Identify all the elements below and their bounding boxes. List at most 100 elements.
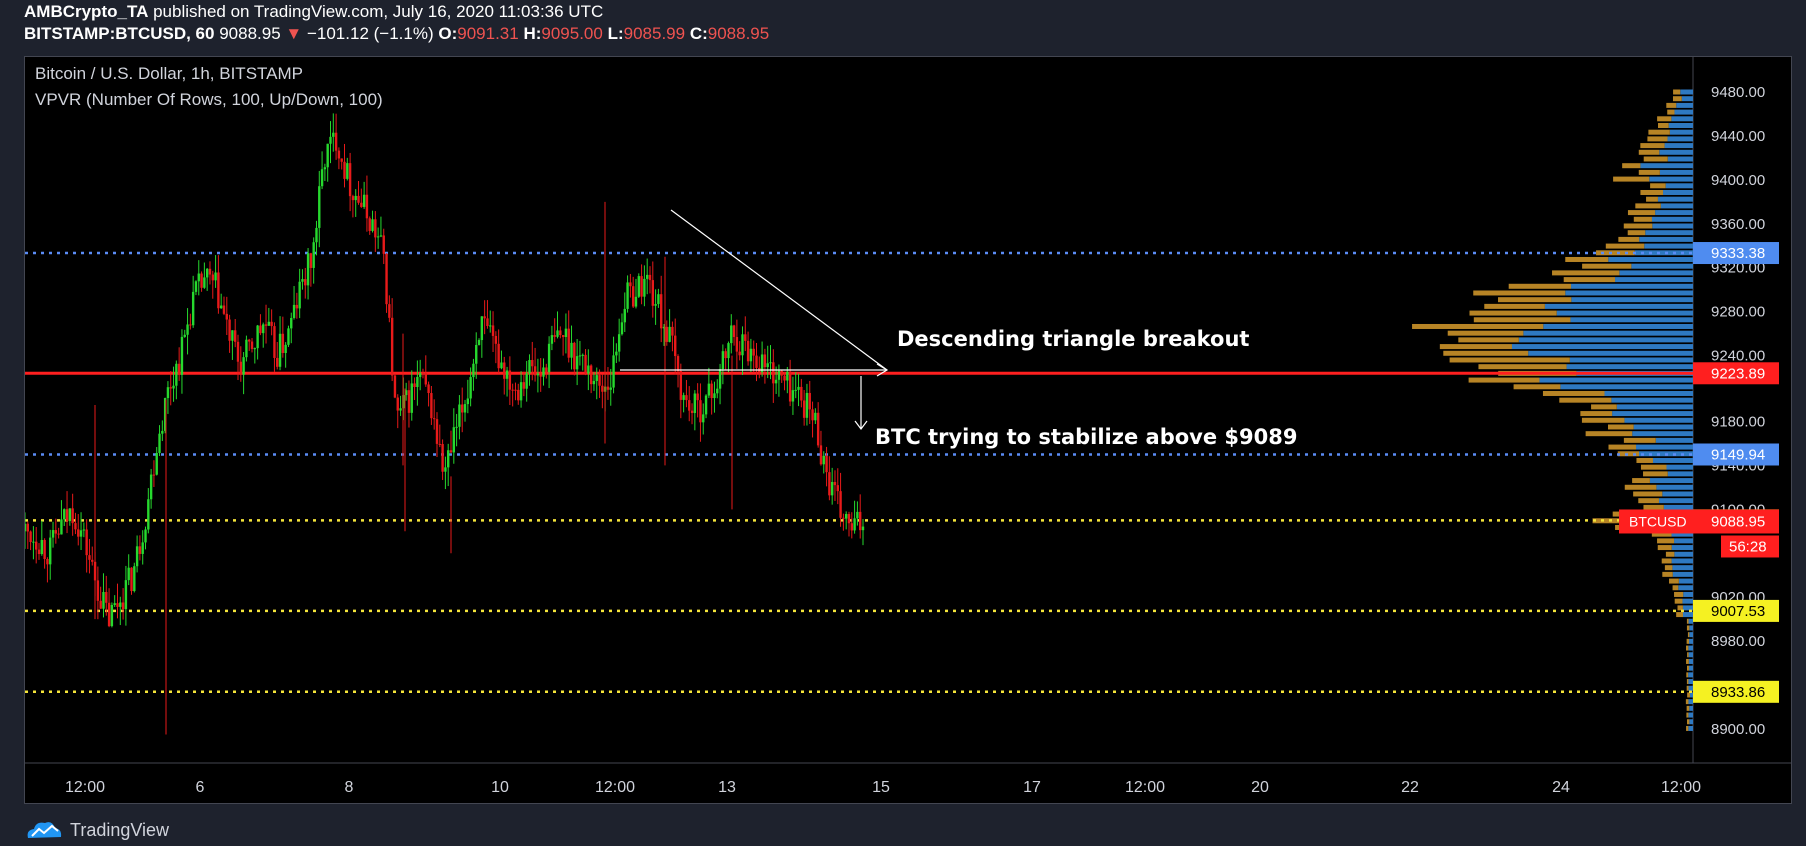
vp-bar-up	[1688, 665, 1693, 671]
candle-body	[561, 335, 565, 338]
level-price-label: 9007.53	[1711, 603, 1765, 620]
vp-bar-up	[1544, 303, 1693, 309]
vp-bar-down	[1624, 484, 1657, 490]
vp-bar-up	[1651, 216, 1693, 222]
candle-body	[718, 369, 722, 389]
vp-bar-down	[1627, 230, 1646, 236]
high-label: H:	[523, 24, 542, 43]
candle-body	[248, 339, 251, 342]
level-price-label: 9223.89	[1711, 365, 1765, 382]
candle-body	[96, 580, 100, 601]
candle-body	[584, 354, 587, 374]
candle-body	[113, 603, 116, 605]
vp-bar-up	[1688, 725, 1693, 731]
candle-body	[102, 591, 105, 609]
candle-body	[587, 365, 590, 374]
vp-bar-down	[1508, 283, 1572, 289]
candle-body	[564, 328, 568, 338]
vp-bar-up	[1649, 176, 1693, 182]
candle-body	[811, 409, 814, 421]
vp-bar-down	[1585, 431, 1633, 437]
chart-frame[interactable]: Bitcoin / U.S. Dollar, 1h, BITSTAMP VPVR …	[24, 56, 1792, 804]
candle-body	[477, 340, 481, 345]
candle-body	[637, 276, 640, 297]
candle-body	[794, 389, 797, 391]
vp-bar-up	[1688, 618, 1693, 624]
price-tick-label: 8900.00	[1711, 721, 1765, 738]
tradingview-cloud-icon[interactable]	[24, 818, 64, 842]
price-tick-label: 8980.00	[1711, 633, 1765, 650]
vp-bar-up	[1672, 565, 1693, 571]
symbol-info: BITSTAMP:BTCUSD, 60 9088.95 ▼ −101.12 (−…	[24, 24, 769, 44]
candle-body	[772, 362, 775, 384]
vp-bar-up	[1644, 243, 1693, 249]
open-label: O:	[438, 24, 458, 43]
vp-bar-down	[1473, 290, 1566, 296]
vp-bar-down	[1640, 189, 1664, 195]
candle-body	[819, 445, 823, 465]
candle-body	[231, 330, 234, 341]
candle-body	[573, 342, 576, 370]
candle-body	[68, 508, 72, 522]
high-value: 9095.00	[541, 24, 603, 43]
candle-body	[623, 308, 626, 323]
publisher-name[interactable]: AMBCrypto_TA	[24, 2, 149, 21]
candle-body	[519, 382, 523, 401]
vp-bar-up	[1689, 638, 1693, 644]
vp-bar-up	[1660, 203, 1693, 209]
candle-body	[475, 344, 478, 364]
time-tick-label: 12:00	[65, 779, 105, 796]
vp-bar-down	[1686, 719, 1690, 725]
candle-body	[814, 412, 817, 421]
vp-bar-down	[1447, 330, 1524, 336]
candle-body	[396, 397, 399, 411]
vp-bar-down	[1623, 437, 1656, 443]
price-chart[interactable]: Bitcoin / U.S. Dollar, 1h, BITSTAMP VPVR …	[25, 57, 1791, 803]
candle-body	[455, 426, 458, 428]
candle-body	[844, 514, 848, 519]
candle-body	[553, 335, 556, 337]
tradingview-brand[interactable]: TradingView	[70, 819, 170, 840]
vp-bar-down	[1552, 270, 1620, 276]
vp-bar-up	[1668, 122, 1693, 128]
vp-bar-up	[1689, 719, 1693, 725]
candle-body	[407, 390, 411, 413]
vp-bar-up	[1657, 196, 1693, 202]
vp-bar-down	[1658, 122, 1669, 128]
candle-body	[264, 324, 268, 326]
candle-body	[152, 474, 156, 476]
candle-body	[732, 325, 736, 338]
vp-bar-up	[1667, 136, 1693, 142]
current-price-label: 9088.95	[1711, 513, 1765, 530]
vp-bar-down	[1627, 210, 1656, 216]
candle-body	[452, 427, 456, 453]
candle-body	[253, 348, 257, 350]
candle-body	[354, 195, 357, 201]
triangle-upper-trendline	[670, 209, 888, 371]
vp-bar-down	[1580, 411, 1613, 417]
low-label: L:	[607, 24, 624, 43]
candle-body	[522, 382, 526, 389]
candle-body	[107, 602, 111, 627]
candle-body	[550, 335, 554, 344]
vp-bar-down	[1664, 565, 1673, 571]
candle-body	[29, 531, 32, 543]
vp-bar-up	[1565, 290, 1693, 296]
candle-body	[626, 282, 629, 309]
candle-body	[343, 161, 346, 179]
vp-bar-down	[1559, 397, 1612, 403]
vp-bar-down	[1618, 236, 1640, 242]
candle-body	[430, 393, 433, 419]
vp-bar-up	[1671, 531, 1693, 537]
candle-body	[79, 530, 83, 537]
candle-body	[699, 400, 702, 423]
candle-body	[746, 340, 750, 362]
candle-body	[273, 326, 276, 358]
vp-bar-down	[1673, 89, 1681, 95]
candle-body	[483, 316, 486, 319]
vp-bar-up	[1688, 712, 1693, 718]
vp-bar-down	[1484, 303, 1545, 309]
candle-body	[337, 150, 341, 159]
candle-body	[766, 363, 769, 368]
level-price-tag	[1693, 362, 1779, 385]
